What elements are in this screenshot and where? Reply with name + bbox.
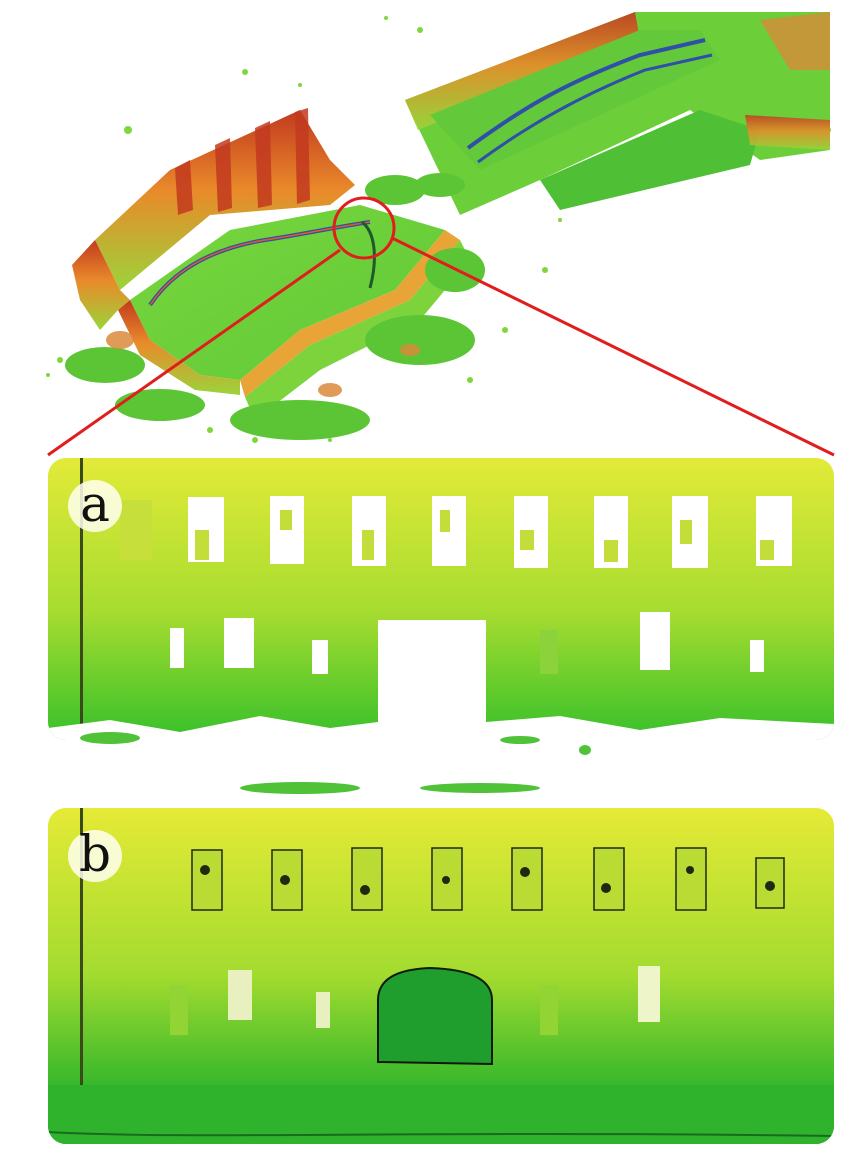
panel-a-lower-windows (170, 612, 764, 674)
panel-a-missing-doorway (378, 620, 486, 740)
panel-b-lower-windows (170, 966, 660, 1035)
highlight-circle (332, 196, 396, 260)
vegetation (65, 173, 485, 440)
zoom-line-right (391, 236, 835, 457)
panel-b-facade (48, 808, 834, 1144)
panel-b-label: b (68, 829, 122, 882)
point-cloud-overview (46, 12, 835, 457)
panel-a-facade (48, 458, 834, 794)
panel-b-arched-door (377, 966, 493, 1066)
panel-a-label: a (68, 479, 122, 532)
zoom-line-left (47, 248, 341, 457)
wall-buttresses (175, 108, 310, 215)
panel-b-upper-windows (191, 847, 785, 911)
